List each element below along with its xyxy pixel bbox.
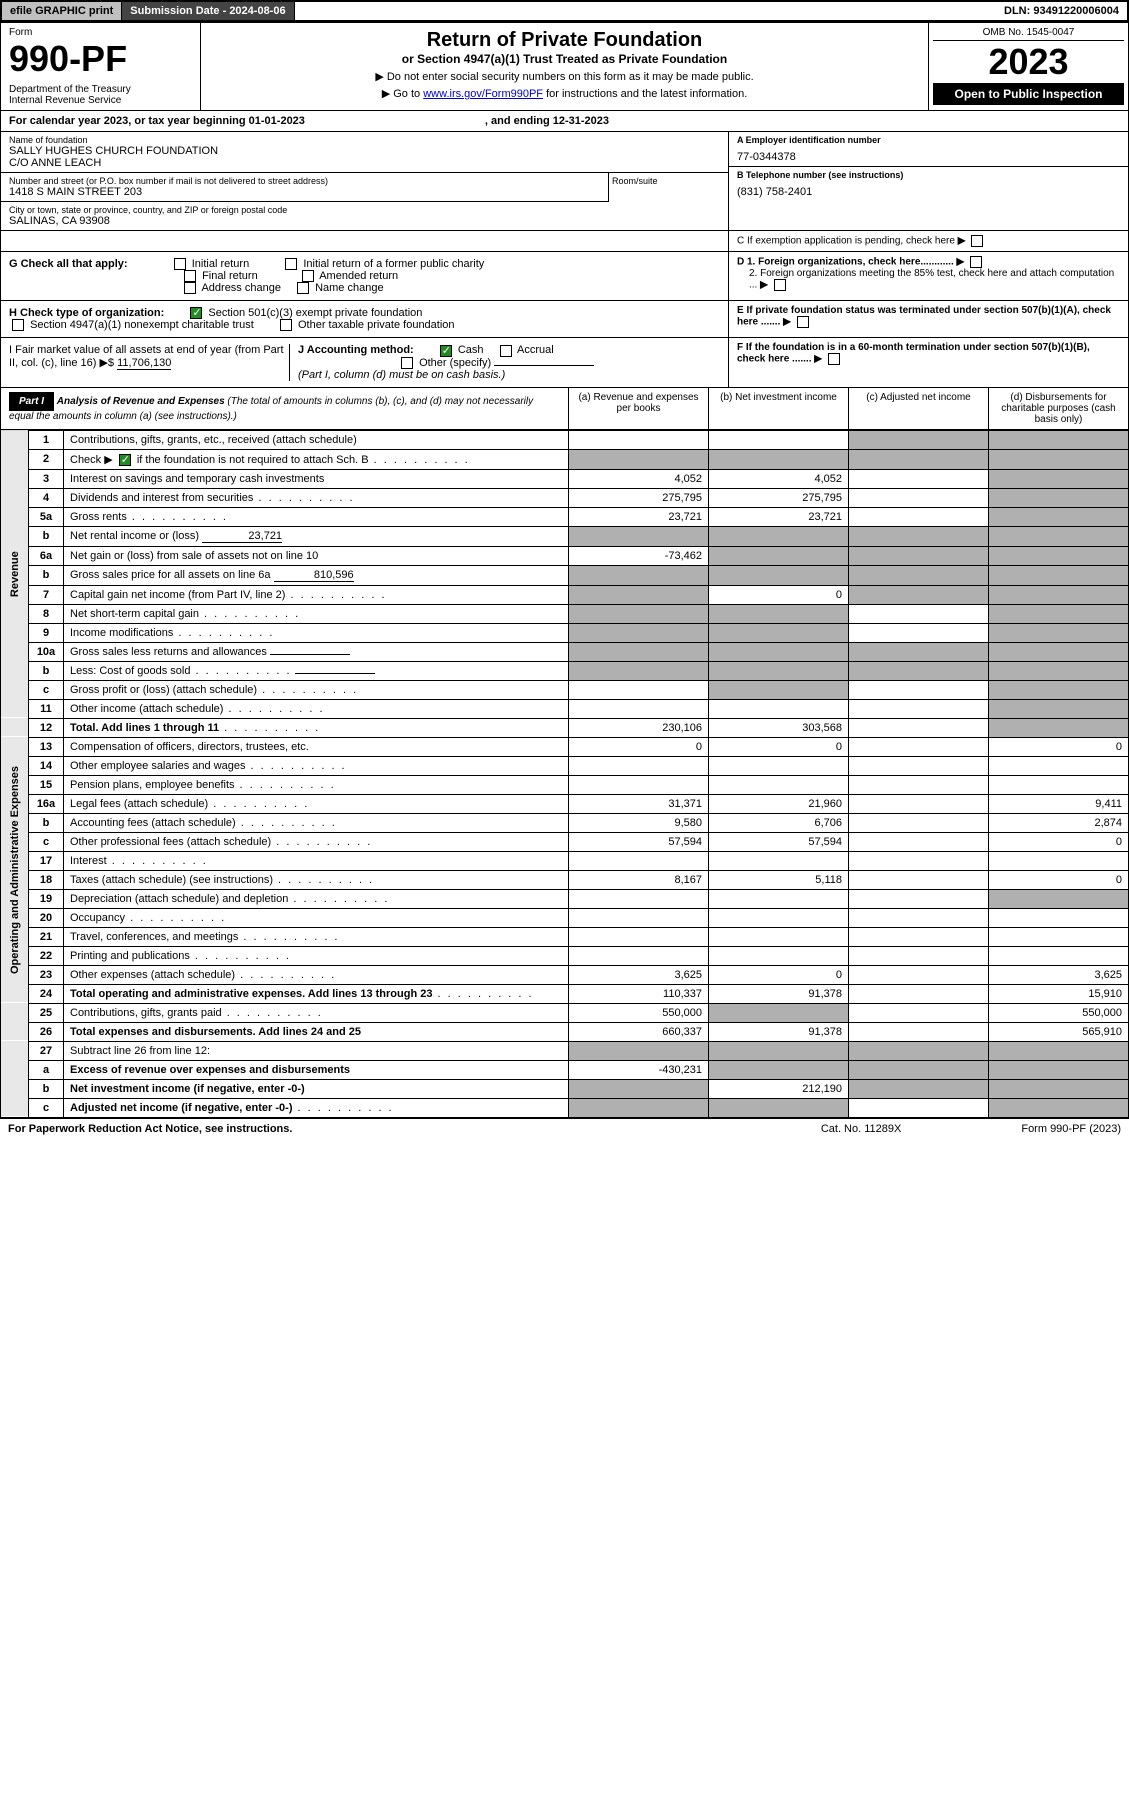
footer: For Paperwork Reduction Act Notice, see … — [0, 1118, 1129, 1139]
d1-checkbox[interactable] — [970, 256, 982, 268]
tel-label: B Telephone number (see instructions) — [737, 170, 1120, 180]
top-bar: efile GRAPHIC print Submission Date - 20… — [0, 0, 1129, 22]
d1-label: D 1. Foreign organizations, check here..… — [737, 257, 954, 268]
c-checkbox[interactable] — [971, 235, 983, 247]
form-number: 990-PF — [9, 38, 192, 80]
g-final-checkbox[interactable] — [184, 270, 196, 282]
part1-header: Part I Analysis of Revenue and Expenses … — [0, 388, 1129, 430]
form-header: Form 990-PF Department of the Treasury I… — [0, 22, 1129, 111]
section-g-row: G Check all that apply: Initial return I… — [0, 252, 1129, 301]
form-note2: ▶ Go to www.irs.gov/Form990PF for instru… — [207, 87, 922, 100]
col-a-header: (a) Revenue and expenses per books — [568, 388, 708, 429]
ein-label: A Employer identification number — [737, 135, 1120, 145]
efile-label[interactable]: efile GRAPHIC print — [2, 2, 122, 20]
g-initial-checkbox[interactable] — [174, 258, 186, 270]
g-amended-checkbox[interactable] — [302, 270, 314, 282]
telephone: (831) 758-2401 — [737, 186, 1120, 198]
identity-block: Name of foundation SALLY HUGHES CHURCH F… — [0, 132, 1129, 231]
tax-year: 2023 — [933, 41, 1124, 83]
schb-checkbox[interactable] — [119, 454, 131, 466]
open-public: Open to Public Inspection — [933, 83, 1124, 105]
form-title: Return of Private Foundation — [207, 29, 922, 52]
city: SALINAS, CA 93908 — [9, 215, 720, 227]
dept-label: Department of the Treasury Internal Reve… — [9, 84, 192, 106]
addr-label: Number and street (or P.O. box number if… — [9, 176, 600, 186]
part1-title: Analysis of Revenue and Expenses — [57, 396, 228, 407]
section-ij-row: I Fair market value of all assets at end… — [0, 338, 1129, 387]
j-note: (Part I, column (d) must be on cash basi… — [298, 369, 505, 381]
h1-checkbox[interactable] — [190, 307, 202, 319]
d2-label: 2. Foreign organizations meeting the 85%… — [749, 268, 1114, 291]
submission-date: Submission Date - 2024-08-06 — [122, 2, 294, 20]
j-accrual-checkbox[interactable] — [500, 345, 512, 357]
dln: DLN: 93491220006004 — [996, 2, 1127, 20]
j-other-checkbox[interactable] — [401, 357, 413, 369]
section-h-row: H Check type of organization: Section 50… — [0, 301, 1129, 338]
cat-no: Cat. No. 11289X — [821, 1123, 902, 1135]
g-address-checkbox[interactable] — [184, 282, 196, 294]
j-label: J Accounting method: — [298, 344, 414, 356]
g-label: G Check all that apply: — [9, 258, 128, 270]
form-subtitle: or Section 4947(a)(1) Trust Treated as P… — [207, 52, 922, 66]
revenue-side-label: Revenue — [1, 430, 29, 718]
foundation-name: SALLY HUGHES CHURCH FOUNDATION C/O ANNE … — [9, 145, 720, 169]
room-label: Room/suite — [608, 173, 728, 202]
i-value: 11,706,130 — [117, 357, 171, 370]
c-label: C If exemption application is pending, c… — [737, 236, 955, 247]
part1-label: Part I — [9, 392, 54, 411]
form-ref: Form 990-PF (2023) — [1021, 1123, 1121, 1135]
f-checkbox[interactable] — [828, 353, 840, 365]
h2-checkbox[interactable] — [12, 319, 24, 331]
d2-checkbox[interactable] — [774, 279, 786, 291]
form-note1: ▶ Do not enter social security numbers o… — [207, 70, 922, 83]
expenses-side-label: Operating and Administrative Expenses — [1, 737, 29, 1003]
paperwork-notice: For Paperwork Reduction Act Notice, see … — [8, 1123, 821, 1135]
ein: 77-0344378 — [737, 151, 1120, 163]
city-label: City or town, state or province, country… — [9, 205, 720, 215]
h3-checkbox[interactable] — [280, 319, 292, 331]
e-label: E If private foundation status was termi… — [737, 305, 1111, 328]
g-name-checkbox[interactable] — [297, 282, 309, 294]
form-label: Form — [9, 27, 192, 38]
omb-number: OMB No. 1545-0047 — [933, 27, 1124, 41]
col-b-header: (b) Net investment income — [708, 388, 848, 429]
f-label: F If the foundation is in a 60-month ter… — [737, 342, 1090, 365]
j-cash-checkbox[interactable] — [440, 345, 452, 357]
address: 1418 S MAIN STREET 203 — [9, 186, 600, 198]
col-c-header: (c) Adjusted net income — [848, 388, 988, 429]
name-label: Name of foundation — [9, 135, 720, 145]
calendar-year-row: For calendar year 2023, or tax year begi… — [0, 111, 1129, 132]
part1-table: Revenue 1Contributions, gifts, grants, e… — [0, 430, 1129, 1118]
col-d-header: (d) Disbursements for charitable purpose… — [988, 388, 1128, 429]
section-c-row: C If exemption application is pending, c… — [0, 231, 1129, 252]
g-initial-former-checkbox[interactable] — [285, 258, 297, 270]
e-checkbox[interactable] — [797, 316, 809, 328]
h-label: H Check type of organization: — [9, 307, 164, 319]
irs-link[interactable]: www.irs.gov/Form990PF — [423, 88, 543, 100]
